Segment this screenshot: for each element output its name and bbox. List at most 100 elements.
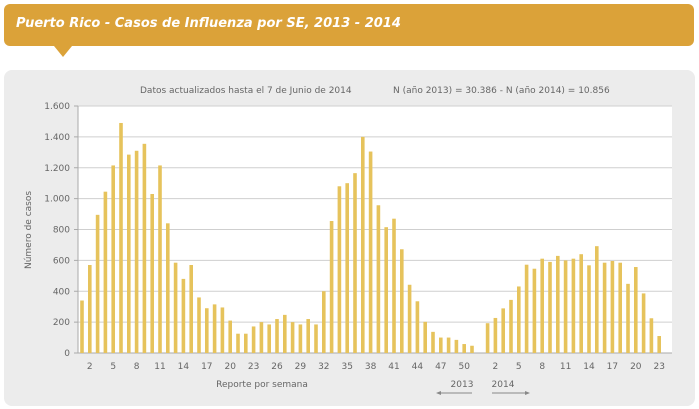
year-label-2013: 2013 — [451, 380, 474, 390]
bar-2013-week-10 — [150, 193, 154, 353]
bar-2014-week-22 — [649, 318, 654, 353]
bar-2013-week-6 — [119, 122, 123, 353]
y-tick-label: 400 — [53, 287, 70, 297]
x-tick-label: 47 — [435, 362, 446, 372]
bar-2013-week-12 — [166, 223, 170, 353]
bar-2013-week-17 — [205, 308, 209, 353]
y-tick-label: 0 — [64, 349, 70, 359]
bar-2013-week-37 — [361, 136, 365, 353]
bar-2013-week-26 — [275, 319, 279, 353]
arrow-right-icon — [492, 391, 530, 395]
bar-2013-week-9 — [142, 143, 147, 353]
bar-2013-week-39 — [376, 205, 381, 353]
bar-2013-week-34 — [337, 186, 342, 353]
y-tick-label: 1.200 — [44, 164, 70, 174]
x-tick-label: 32 — [318, 362, 329, 372]
bar-2014-week-18 — [618, 262, 622, 353]
x-tick-label: 26 — [271, 362, 283, 372]
bar-2014-week-15 — [595, 246, 599, 353]
bar-2013-week-47 — [439, 337, 443, 353]
bar-2013-week-15 — [189, 265, 193, 353]
bar-2014-week-14 — [587, 265, 591, 353]
x-tick-label: 23 — [248, 362, 259, 372]
chart-title: Puerto Rico - Casos de Influenza por SE,… — [16, 16, 401, 31]
bar-2013-week-8 — [134, 150, 139, 353]
bar-2014-week-8 — [540, 258, 544, 353]
x-tick-label: 29 — [295, 362, 307, 372]
bar-2013-week-45 — [423, 321, 427, 353]
x-axis-label: Reporte por semana — [216, 380, 308, 390]
bar-2013-week-16 — [197, 297, 201, 353]
bar-2014-week-17 — [610, 260, 615, 353]
chart-header: Puerto Rico - Casos de Influenza por SE,… — [4, 4, 694, 46]
bar-2013-week-29 — [298, 324, 303, 353]
y-tick-label: 1.000 — [44, 195, 70, 205]
bar-2014-week-2 — [493, 317, 498, 353]
bar-2014-week-5 — [517, 286, 521, 353]
bar-2013-week-28 — [290, 322, 295, 353]
bar-2014-week-4 — [509, 299, 513, 353]
x-tick-label: 41 — [388, 362, 399, 372]
bar-2013-week-23 — [251, 326, 256, 353]
bar-2014-week-9 — [548, 261, 552, 353]
bar-2014-week-11 — [563, 260, 568, 353]
bar-2013-week-50 — [462, 344, 466, 353]
y-tick-label: 600 — [53, 256, 70, 266]
bar-2013-week-43 — [407, 284, 412, 353]
x-tick-label: 20 — [630, 362, 642, 372]
bar-2013-week-18 — [212, 304, 217, 353]
bar-2013-week-33 — [329, 221, 334, 353]
bar-2014-week-16 — [602, 262, 607, 353]
bar-2013-week-41 — [392, 218, 396, 353]
header-pointer — [54, 46, 72, 57]
x-tick-label: 8 — [539, 362, 545, 372]
bar-2013-week-20 — [228, 320, 232, 353]
bar-2014-week-6 — [524, 264, 529, 353]
bar-2014-week-1 — [485, 323, 490, 353]
bar-2013-week-25 — [267, 324, 271, 353]
chart-note: N (año 2013) = 30.386 - N (año 2014) = 1… — [393, 86, 610, 96]
y-tick-label: 1.400 — [44, 133, 70, 143]
x-tick-label: 2 — [87, 362, 93, 372]
bar-2013-week-40 — [384, 227, 388, 353]
bar-2013-week-38 — [368, 151, 373, 353]
bar-2013-week-30 — [306, 319, 310, 353]
bar-2013-week-35 — [345, 183, 349, 353]
bar-2013-week-42 — [400, 249, 404, 353]
x-tick-label: 5 — [516, 362, 522, 372]
x-tick-label: 17 — [607, 362, 618, 372]
x-tick-label: 38 — [365, 362, 377, 372]
bar-2013-week-13 — [173, 262, 178, 353]
bar-2013-week-27 — [283, 314, 287, 353]
bar-2013-week-44 — [415, 301, 420, 353]
x-tick-label: 17 — [201, 362, 212, 372]
x-tick-label: 5 — [110, 362, 116, 372]
arrow-left-icon — [436, 391, 472, 395]
bar-2014-week-7 — [532, 268, 537, 353]
bar-2014-week-21 — [641, 293, 646, 353]
y-axis-label: Número de casos — [24, 191, 34, 269]
x-tick-label: 44 — [412, 362, 424, 372]
chart-subtitle: Datos actualizados hasta el 7 de Junio d… — [140, 86, 352, 96]
bar-2013-week-3 — [95, 214, 100, 353]
bar-2013-week-14 — [181, 278, 186, 353]
bar-2013-week-36 — [353, 173, 357, 353]
x-tick-label: 50 — [458, 362, 470, 372]
bar-2013-week-48 — [446, 337, 451, 353]
year-label-2014: 2014 — [492, 380, 515, 390]
bar-2013-week-31 — [314, 324, 318, 353]
y-tick-label: 200 — [53, 318, 70, 328]
bar-2013-week-32 — [322, 291, 326, 353]
x-tick-label: 23 — [653, 362, 664, 372]
bar-2013-week-21 — [236, 333, 240, 353]
bar-2013-week-22 — [244, 333, 248, 353]
bar-2014-week-12 — [571, 258, 576, 353]
bar-2013-week-49 — [454, 339, 459, 353]
bar-2014-week-3 — [501, 308, 505, 353]
bar-2013-week-5 — [111, 165, 115, 353]
bar-2013-week-1 — [80, 300, 84, 353]
x-tick-label: 2 — [493, 362, 499, 372]
y-tick-label: 800 — [53, 226, 70, 236]
x-tick-label: 14 — [178, 362, 190, 372]
